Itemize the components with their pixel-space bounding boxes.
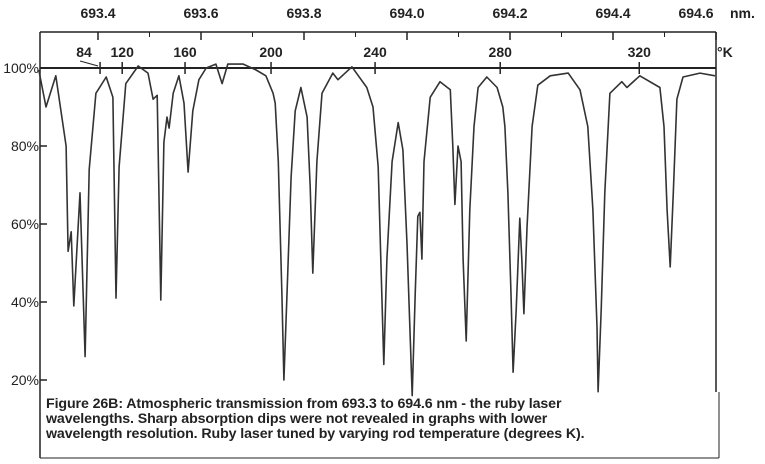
temperature-tick-label: 84 — [76, 44, 92, 60]
plot-frame — [39, 31, 720, 459]
temperature-tick-label: 120 — [111, 44, 135, 60]
transmission-curve — [38, 63, 716, 397]
temperature-tick-label: 240 — [363, 44, 387, 60]
y-tick-label: 40% — [11, 294, 39, 310]
temperature-tick-label: 320 — [628, 44, 652, 60]
x-tick-label: 693.4 — [80, 5, 115, 21]
x-tick-label: 693.6 — [183, 5, 218, 21]
temperature-unit-label: °K — [717, 44, 733, 60]
temperature-tick-label: 160 — [173, 44, 197, 60]
temperature-tick-label: 280 — [489, 44, 513, 60]
y-tick-label: 80% — [11, 138, 39, 154]
x-tick-label: 693.8 — [286, 5, 321, 21]
x-tick-label: 694.0 — [389, 5, 424, 21]
x-tick-label: 694.6 — [678, 5, 713, 21]
x-tick-label: 694.2 — [492, 5, 527, 21]
temperature-tick-label: 200 — [259, 44, 283, 60]
x-tick-label: 694.4 — [595, 5, 630, 21]
caption-line: wavelengths. Sharp absorption dips were … — [46, 411, 548, 427]
x-unit-label: nm. — [730, 5, 755, 21]
y-tick-label: 60% — [11, 216, 39, 232]
y-tick-label: 100% — [3, 60, 39, 76]
y-tick-label: 20% — [11, 372, 39, 388]
temperature-pointer-arrow — [79, 60, 99, 67]
caption-line: Figure 26B: Atmospheric transmission fro… — [46, 396, 562, 412]
figure-caption: Figure 26B: Atmospheric transmission fro… — [46, 397, 718, 442]
caption-line: wavelength resolution. Ruby laser tuned … — [46, 426, 585, 442]
